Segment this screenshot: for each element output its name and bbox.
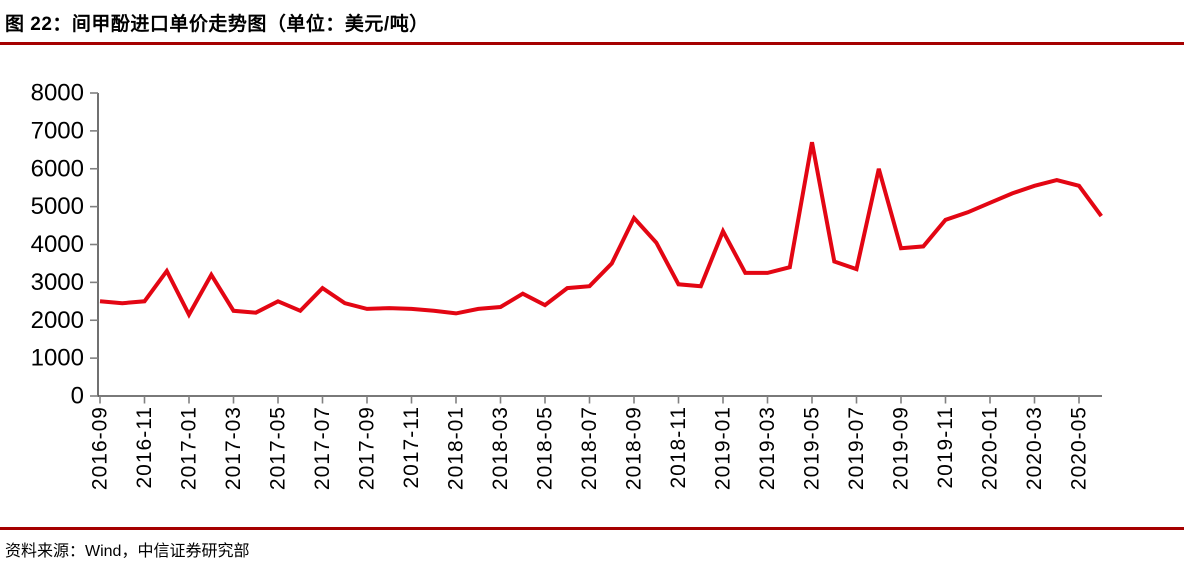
y-tick-label: 5000: [31, 193, 84, 220]
x-tick-label: 2019-03: [756, 406, 779, 490]
source-note: 资料来源：Wind，中信证券研究部: [5, 543, 250, 560]
x-tick-label: 2018-11: [667, 406, 690, 489]
y-tick-label: 6000: [31, 155, 84, 182]
x-tick-label: 2018-05: [534, 406, 557, 490]
y-tick-label: 1000: [31, 345, 84, 372]
x-tick-label: 2016-11: [133, 406, 156, 489]
x-tick-label: 2017-07: [311, 406, 334, 490]
x-tick-label: 2018-07: [578, 406, 601, 490]
line-chart: 0 1000 2000 3000 4000 5000 6000 7000 8000 2016-09…: [31, 80, 1103, 490]
source-divider: [0, 527, 1184, 530]
x-tick-label: 2018-03: [489, 406, 512, 490]
x-tick-label: 2017-11: [400, 406, 423, 489]
x-tick-label: 2017-03: [222, 406, 245, 490]
y-tick-label: 2000: [31, 307, 84, 334]
y-tick-label: 0: [71, 383, 84, 410]
x-tick-label: 2018-01: [445, 406, 468, 490]
x-tick-label: 2018-09: [623, 406, 646, 490]
x-tick-label: 2017-09: [356, 406, 379, 490]
x-tick-label: 2020-01: [979, 406, 1002, 490]
x-tick-label: 2019-11: [934, 406, 957, 489]
x-tick-label: 2020-05: [1068, 406, 1091, 490]
x-tick-label: 2019-05: [801, 406, 824, 490]
figure-title: 图 22：间甲酚进口单价走势图（单位：美元/吨）: [5, 14, 429, 35]
y-tick-label: 8000: [31, 80, 84, 107]
x-tick-label: 2020-03: [1023, 406, 1046, 490]
y-tick-label: 7000: [31, 117, 84, 144]
y-tick-label: 4000: [31, 231, 84, 258]
x-tick-label: 2016-09: [89, 406, 112, 490]
x-tick-label: 2019-09: [890, 406, 913, 490]
y-tick-label: 3000: [31, 269, 84, 296]
price-line: [99, 141, 1103, 319]
x-tick-label: 2017-05: [267, 406, 290, 490]
x-tick-label: 2019-01: [712, 406, 735, 490]
x-tick-label: 2017-01: [178, 406, 201, 490]
title-divider: [0, 42, 1184, 45]
x-tick-label: 2019-07: [845, 406, 868, 490]
